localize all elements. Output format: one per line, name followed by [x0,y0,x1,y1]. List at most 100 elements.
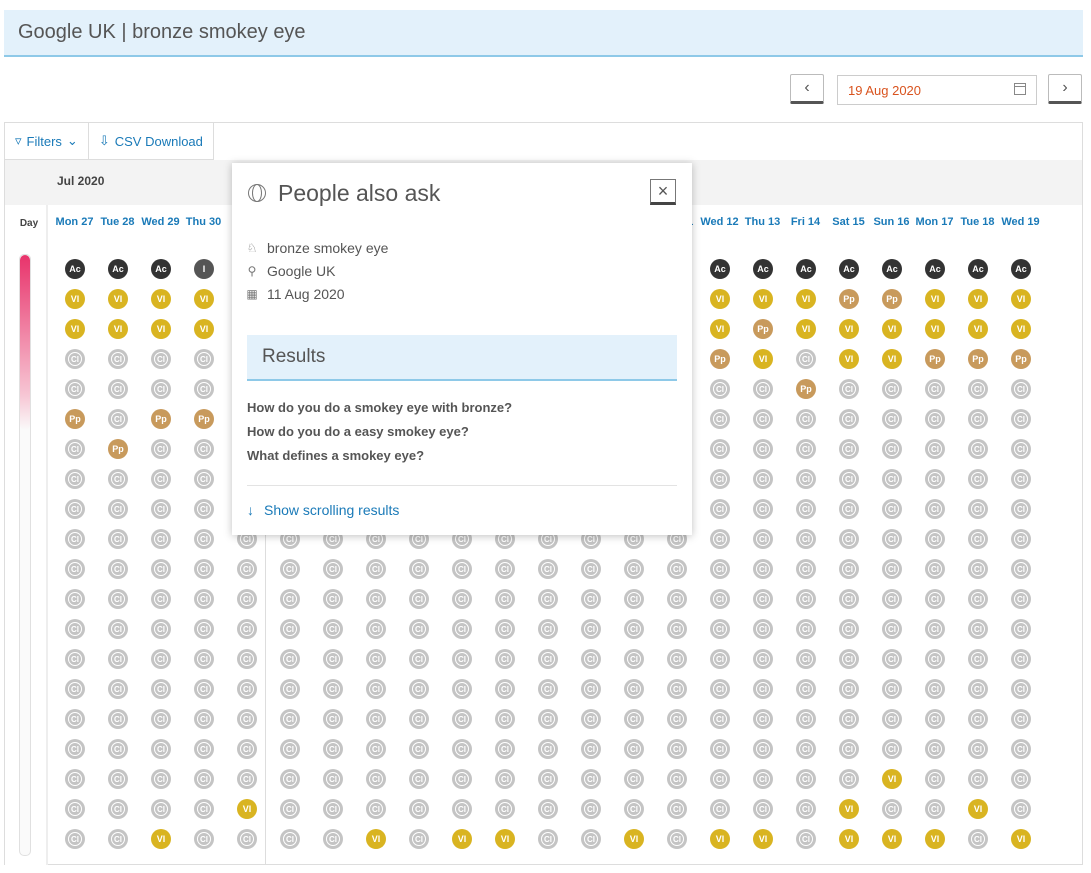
rank-cell-vl[interactable]: Vl [753,349,773,369]
rank-cell-cl[interactable]: Cl [452,799,472,819]
rank-cell-cl[interactable]: Cl [108,379,128,399]
rank-cell-cl[interactable]: Cl [65,619,85,639]
rank-cell-cl[interactable]: Cl [925,469,945,489]
rank-cell-cl[interactable]: Cl [280,589,300,609]
rank-cell-cl[interactable]: Cl [323,679,343,699]
rank-cell-cl[interactable]: Cl [753,709,773,729]
rank-cell-cl[interactable]: Cl [194,739,214,759]
rank-cell-vl[interactable]: Vl [968,799,988,819]
rank-cell-cl[interactable]: Cl [65,739,85,759]
rank-cell-ac[interactable]: Ac [753,259,773,279]
rank-cell-cl[interactable]: Cl [710,619,730,639]
rank-cell-pp[interactable]: Pp [882,289,902,309]
rank-cell-cl[interactable]: Cl [624,679,644,699]
rank-cell-ac[interactable]: Ac [968,259,988,279]
rank-cell-cl[interactable]: Cl [667,739,687,759]
rank-cell-cl[interactable]: Cl [796,649,816,669]
rank-cell-cl[interactable]: Cl [538,799,558,819]
rank-cell-cl[interactable]: Cl [194,469,214,489]
rank-cell-cl[interactable]: Cl [194,679,214,699]
rank-cell-cl[interactable]: Cl [409,679,429,699]
rank-cell-cl[interactable]: Cl [237,769,257,789]
rank-cell-cl[interactable]: Cl [151,679,171,699]
rank-cell-cl[interactable]: Cl [323,619,343,639]
rank-cell-cl[interactable]: Cl [452,649,472,669]
rank-cell-cl[interactable]: Cl [65,499,85,519]
rank-cell-cl[interactable]: Cl [968,559,988,579]
rank-cell-cl[interactable]: Cl [323,559,343,579]
rank-cell-cl[interactable]: Cl [194,799,214,819]
rank-cell-cl[interactable]: Cl [968,589,988,609]
rank-cell-cl[interactable]: Cl [151,619,171,639]
rank-cell-cl[interactable]: Cl [237,559,257,579]
rank-cell-cl[interactable]: Cl [753,799,773,819]
rank-cell-cl[interactable]: Cl [108,799,128,819]
day-column-header[interactable]: Thu 13 [744,216,781,228]
rank-cell-cl[interactable]: Cl [882,439,902,459]
rank-cell-vl[interactable]: Vl [839,799,859,819]
rank-cell-cl[interactable]: Cl [839,409,859,429]
rank-cell-ac[interactable]: Ac [151,259,171,279]
rank-cell-cl[interactable]: Cl [581,589,601,609]
rank-cell-cl[interactable]: Cl [624,589,644,609]
rank-cell-vl[interactable]: Vl [882,319,902,339]
rank-cell-cl[interactable]: Cl [108,559,128,579]
rank-cell-cl[interactable]: Cl [280,799,300,819]
rank-cell-cl[interactable]: Cl [839,589,859,609]
rank-cell-vl[interactable]: Vl [925,319,945,339]
rank-cell-cl[interactable]: Cl [839,679,859,699]
rank-cell-cl[interactable]: Cl [624,739,644,759]
rank-cell-cl[interactable]: Cl [667,709,687,729]
rank-cell-cl[interactable]: Cl [624,799,644,819]
rank-cell-cl[interactable]: Cl [194,769,214,789]
rank-cell-vl[interactable]: Vl [194,319,214,339]
rank-cell-cl[interactable]: Cl [237,649,257,669]
rank-cell-cl[interactable]: Cl [839,379,859,399]
rank-cell-cl[interactable]: Cl [366,769,386,789]
rank-cell-cl[interactable]: Cl [108,349,128,369]
rank-cell-cl[interactable]: Cl [796,709,816,729]
rank-cell-cl[interactable]: Cl [1011,409,1031,429]
rank-cell-ac[interactable]: Ac [1011,259,1031,279]
rank-cell-cl[interactable]: Cl [710,439,730,459]
rank-cell-cl[interactable]: Cl [925,739,945,759]
rank-cell-cl[interactable]: Cl [925,439,945,459]
rank-cell-cl[interactable]: Cl [409,739,429,759]
rank-cell-cl[interactable]: Cl [1011,769,1031,789]
rank-cell-cl[interactable]: Cl [409,559,429,579]
rank-cell-cl[interactable]: Cl [495,589,515,609]
rank-cell-vl[interactable]: Vl [65,289,85,309]
rank-cell-cl[interactable]: Cl [882,469,902,489]
rank-cell-cl[interactable]: Cl [968,769,988,789]
rank-cell-pp[interactable]: Pp [194,409,214,429]
rank-cell-cl[interactable]: Cl [237,829,257,849]
rank-cell-cl[interactable]: Cl [968,619,988,639]
rank-cell-cl[interactable]: Cl [839,769,859,789]
rank-cell-cl[interactable]: Cl [1011,469,1031,489]
rank-cell-cl[interactable]: Cl [710,799,730,819]
rank-cell-cl[interactable]: Cl [753,619,773,639]
rank-cell-cl[interactable]: Cl [108,649,128,669]
rank-cell-cl[interactable]: Cl [796,769,816,789]
rank-cell-cl[interactable]: Cl [151,559,171,579]
rank-cell-cl[interactable]: Cl [194,349,214,369]
rank-cell-cl[interactable]: Cl [65,679,85,699]
rank-cell-cl[interactable]: Cl [151,739,171,759]
rank-cell-cl[interactable]: Cl [968,529,988,549]
rank-cell-pp[interactable]: Pp [968,349,988,369]
rank-cell-cl[interactable]: Cl [925,409,945,429]
rank-cell-cl[interactable]: Cl [409,799,429,819]
rank-cell-cl[interactable]: Cl [323,829,343,849]
rank-cell-cl[interactable]: Cl [151,469,171,489]
rank-cell-vl[interactable]: Vl [237,799,257,819]
rank-cell-cl[interactable]: Cl [839,619,859,639]
rank-cell-cl[interactable]: Cl [882,619,902,639]
rank-cell-cl[interactable]: Cl [366,619,386,639]
rank-cell-cl[interactable]: Cl [882,649,902,669]
rank-cell-cl[interactable]: Cl [667,559,687,579]
rank-cell-cl[interactable]: Cl [882,589,902,609]
day-column-header[interactable]: Wed 29 [141,216,180,228]
rank-cell-cl[interactable]: Cl [968,649,988,669]
rank-cell-vl[interactable]: Vl [151,289,171,309]
rank-cell-cl[interactable]: Cl [667,589,687,609]
